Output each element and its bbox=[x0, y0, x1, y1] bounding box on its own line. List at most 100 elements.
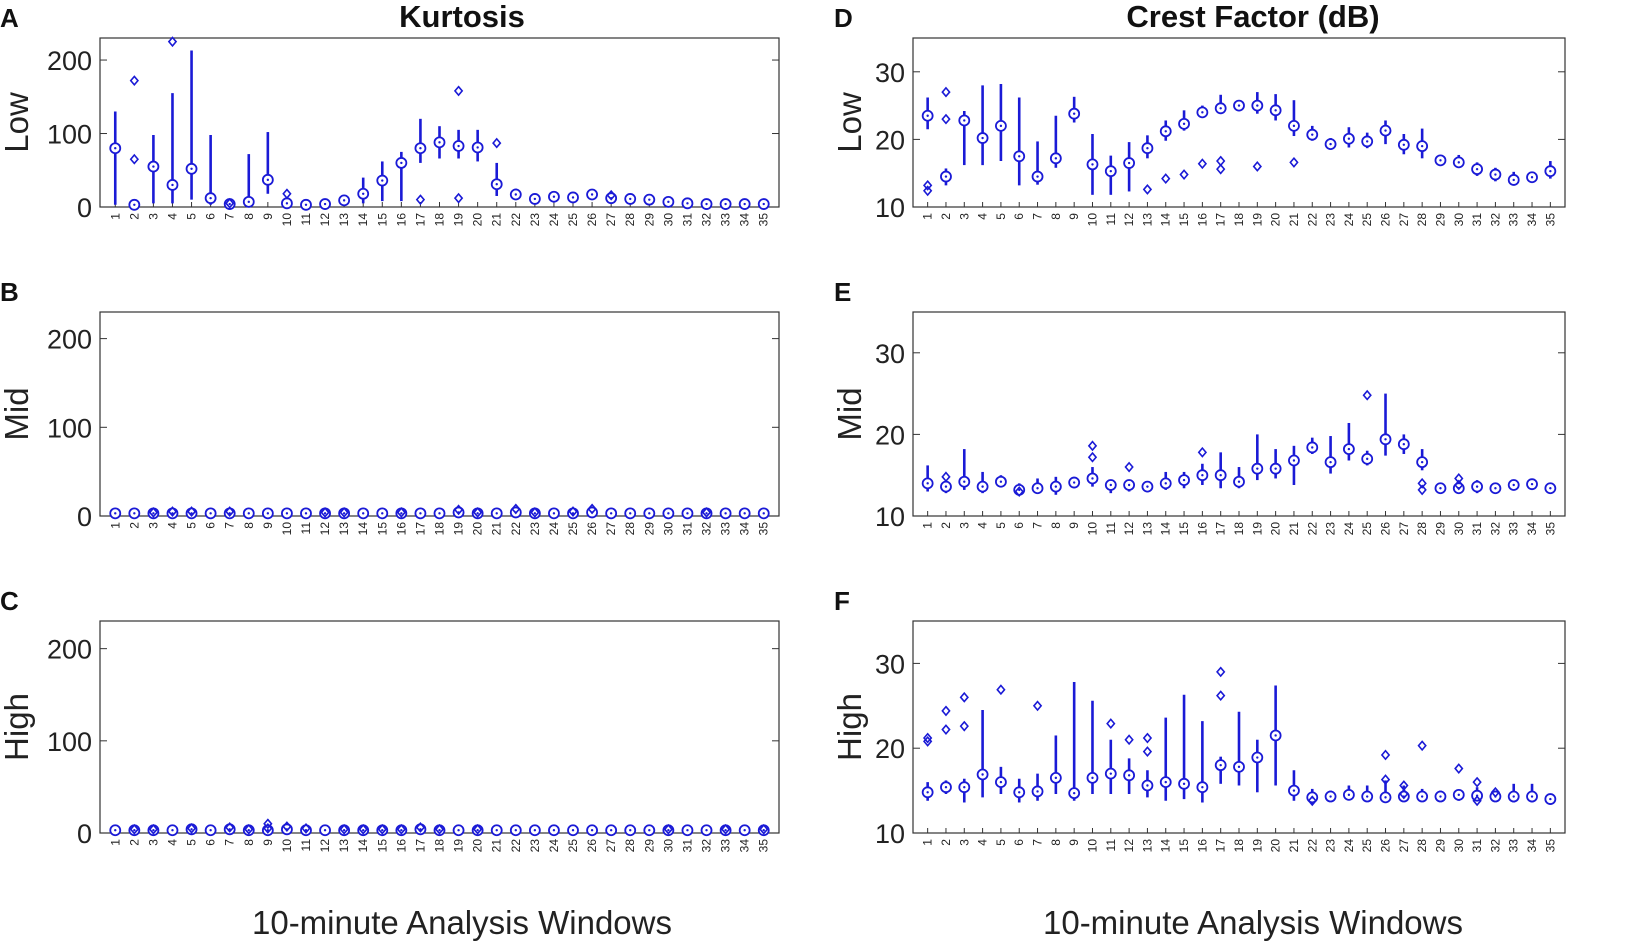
outlier-marker bbox=[941, 86, 951, 98]
x-tick-label: 30 bbox=[661, 839, 675, 853]
x-tick-label: 28 bbox=[1415, 213, 1429, 227]
panel-letter: C bbox=[0, 586, 19, 616]
median-dot bbox=[1530, 176, 1534, 179]
x-tick-label: 35 bbox=[757, 839, 771, 853]
x-tick-label: 14 bbox=[1159, 213, 1173, 227]
y-tick-label: 100 bbox=[47, 727, 92, 757]
outlier-marker bbox=[396, 823, 407, 835]
x-tick-label: 20 bbox=[1269, 839, 1283, 853]
x-tick-label: 19 bbox=[452, 213, 466, 227]
x-tick-label: 4 bbox=[165, 213, 179, 220]
median-dot bbox=[552, 512, 556, 515]
y-tick-label: 10 bbox=[875, 502, 905, 532]
outlier-marker bbox=[996, 684, 1006, 696]
median-dot bbox=[514, 193, 517, 196]
median-dot bbox=[648, 829, 651, 832]
outlier-marker bbox=[167, 36, 178, 48]
median-dot bbox=[1164, 130, 1167, 133]
x-tick-label: 32 bbox=[700, 213, 714, 227]
x-tick-label: 4 bbox=[165, 522, 179, 529]
y-tick-label: 0 bbox=[77, 819, 92, 849]
median-dot bbox=[705, 512, 708, 515]
x-tick-label: 35 bbox=[1543, 839, 1557, 853]
x-tick-label: 25 bbox=[566, 522, 580, 536]
median-dot bbox=[438, 141, 441, 144]
outlier-marker bbox=[129, 823, 139, 835]
outlier-marker bbox=[148, 823, 159, 835]
x-tick-label: 31 bbox=[1470, 839, 1484, 853]
x-tick-label: 22 bbox=[509, 839, 523, 853]
median-dot bbox=[1072, 481, 1076, 484]
outlier-marker bbox=[244, 823, 254, 835]
y-tick-label: 200 bbox=[47, 46, 92, 76]
y-tick-label: 100 bbox=[47, 120, 92, 150]
x-tick-label: 12 bbox=[318, 839, 332, 853]
x-tick-label: 24 bbox=[1342, 213, 1356, 227]
y-tick-label: 30 bbox=[875, 339, 905, 369]
median-dot bbox=[1549, 169, 1552, 173]
median-dot bbox=[1292, 459, 1296, 462]
median-dot bbox=[1329, 142, 1332, 146]
x-tick-label: 15 bbox=[375, 522, 389, 536]
outlier-marker bbox=[1197, 158, 1208, 170]
x-tick-label: 22 bbox=[509, 213, 523, 227]
outlier-marker bbox=[225, 822, 235, 833]
median-dot bbox=[533, 829, 537, 832]
x-tick-label: 27 bbox=[604, 522, 618, 536]
median-dot bbox=[1420, 144, 1424, 148]
median-dot bbox=[209, 829, 212, 832]
y-tick-label: 0 bbox=[77, 193, 92, 223]
outlier-marker bbox=[1380, 774, 1391, 786]
x-tick-label: 29 bbox=[642, 522, 656, 536]
median-dot bbox=[1018, 791, 1021, 794]
column-title-kurtosis: Kurtosis bbox=[399, 0, 525, 34]
median-dot bbox=[1494, 173, 1497, 176]
median-dot bbox=[1109, 483, 1112, 487]
y-tick-label: 30 bbox=[875, 649, 905, 679]
median-dot bbox=[171, 829, 174, 832]
x-tick-label: 1 bbox=[108, 213, 122, 220]
median-dot bbox=[1164, 482, 1167, 485]
outlier-marker bbox=[568, 506, 578, 517]
x-tick-label: 21 bbox=[1287, 839, 1301, 853]
median-dot bbox=[1384, 796, 1387, 799]
median-dot bbox=[743, 829, 746, 832]
median-dot bbox=[1512, 483, 1515, 487]
median-dot bbox=[171, 183, 174, 187]
outlier-marker bbox=[1142, 746, 1153, 758]
x-tick-label: 7 bbox=[1031, 839, 1045, 846]
x-tick-label: 32 bbox=[1488, 213, 1502, 227]
median-dot bbox=[419, 147, 422, 150]
x-tick-label: 9 bbox=[261, 213, 275, 220]
x-tick-label: 18 bbox=[433, 213, 447, 227]
x-tick-label: 21 bbox=[1287, 213, 1301, 227]
median-dot bbox=[1036, 175, 1039, 178]
x-tick-label: 9 bbox=[261, 522, 275, 529]
x-tick-label: 31 bbox=[680, 213, 694, 227]
median-dot bbox=[1530, 795, 1534, 798]
median-dot bbox=[944, 485, 948, 488]
panel-letter: D bbox=[834, 3, 853, 33]
x-tick-label: 19 bbox=[452, 522, 466, 536]
x-tick-label: 5 bbox=[994, 213, 1008, 220]
x-tick-label: 4 bbox=[976, 839, 990, 846]
x-tick-label: 29 bbox=[1433, 213, 1447, 227]
median-dot bbox=[1109, 169, 1112, 173]
median-dot bbox=[944, 786, 948, 789]
median-dot bbox=[266, 178, 270, 182]
median-dot bbox=[1036, 790, 1039, 793]
x-tick-label: 17 bbox=[1214, 213, 1228, 227]
x-tick-label: 33 bbox=[1507, 522, 1521, 536]
median-dot bbox=[762, 512, 765, 515]
outlier-marker bbox=[1032, 700, 1043, 712]
x-tick-label: 29 bbox=[642, 839, 656, 853]
median-dot bbox=[1439, 159, 1442, 162]
median-dot bbox=[1054, 157, 1058, 160]
median-dot bbox=[323, 512, 327, 515]
y-axis-label: Low bbox=[831, 92, 868, 153]
x-tick-label: 14 bbox=[1159, 839, 1173, 853]
x-tick-label: 8 bbox=[242, 839, 256, 846]
median-dot bbox=[438, 512, 441, 515]
median-dot bbox=[1512, 795, 1515, 798]
